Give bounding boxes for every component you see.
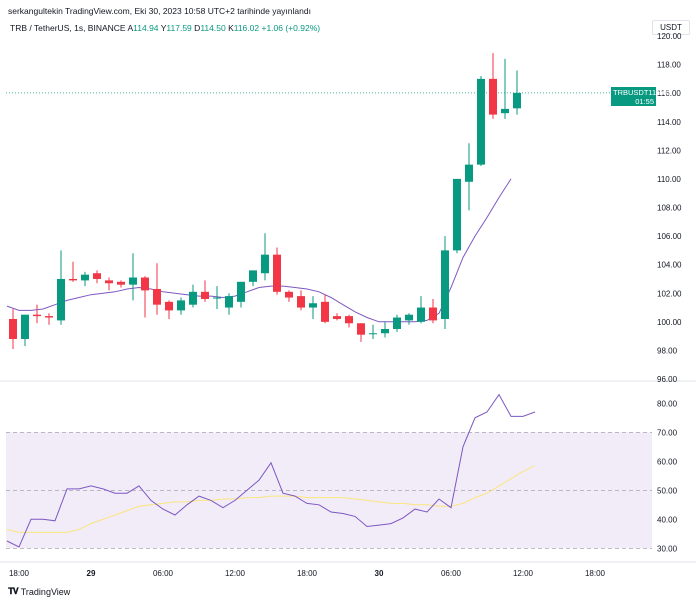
candle-body [237, 281, 245, 302]
price-axis-tick: 98.00 [657, 346, 678, 355]
candle-body [45, 316, 53, 318]
price-axis-tick: 114.00 [657, 118, 681, 127]
rsi-ma-line [6, 465, 536, 533]
candle-body [165, 301, 173, 311]
close-label: K [228, 23, 234, 33]
time-axis-tick: 18:00 [9, 569, 30, 578]
candle-body [141, 277, 149, 291]
time-axis-tick: 12:00 [513, 569, 534, 578]
candle-body [297, 296, 305, 308]
price-axis-tick: 116.00 [657, 89, 681, 98]
badge-symbol: TRBUSDT [613, 88, 649, 97]
candle-body [345, 316, 353, 324]
badge-price: 116.02 [648, 88, 671, 97]
candle-body [357, 323, 365, 335]
price-axis-tick: 100.00 [657, 318, 682, 327]
candle-body [81, 274, 89, 281]
time-axis-tick: 06:00 [441, 569, 462, 578]
candle-body [465, 164, 473, 182]
moving-average-line [6, 178, 512, 323]
rsi-axis-tick: 70.00 [657, 428, 678, 437]
price-axis-tick: 104.00 [657, 261, 682, 270]
candle-body [381, 328, 389, 334]
last-price-badge: TRBUSDT 116.02 01:55 [611, 87, 671, 106]
high-label: Y [160, 23, 167, 33]
candle-body [501, 108, 509, 114]
publish-byline: serkangultekin TradingView.com, Eki 30, … [8, 6, 311, 16]
time-axis-tick: 06:00 [153, 569, 174, 578]
symbol-description: TRB / TetherUS, 1s, BINANCE [10, 23, 126, 33]
candle-body [405, 314, 413, 321]
candle-body [369, 333, 377, 335]
candle-body [309, 303, 317, 308]
time-axis-tick: 18:00 [585, 569, 606, 578]
candle-body [213, 297, 221, 299]
candle-body [9, 318, 17, 339]
candle-body [153, 288, 161, 305]
candle-body [225, 296, 233, 308]
price-axis-tick: 120.00 [657, 32, 682, 41]
tradingview-logo[interactable]: 𝐓𝐕 TradingView [8, 586, 70, 597]
low-value: 114.50 [200, 23, 226, 33]
candle-body [321, 301, 329, 322]
price-axis-tick: 110.00 [657, 175, 681, 184]
rsi-axis-tick: 80.00 [657, 399, 678, 408]
candle-body [177, 300, 185, 311]
candle-body [21, 314, 29, 339]
candle-body [249, 270, 257, 282]
candle-body [105, 280, 113, 284]
close-value: 116.02 [233, 23, 260, 33]
candle-body [129, 277, 137, 285]
currency-button[interactable]: USDT [652, 20, 690, 35]
candle-body [477, 78, 485, 165]
candle-body [453, 178, 461, 251]
candle-body [57, 278, 65, 321]
candle-body [489, 78, 497, 115]
tradingview-logo-icon: 𝐓𝐕 [8, 586, 19, 596]
time-axis-tick: 30 [375, 569, 384, 578]
symbol-legend: TRB / TetherUS, 1s, BINANCE A114.94 Y117… [10, 23, 320, 33]
candle-body [189, 291, 197, 305]
rsi-axis-tick: 40.00 [657, 515, 678, 524]
rsi-axis-tick: 50.00 [657, 486, 678, 495]
candle-body [393, 317, 401, 329]
price-axis-tick: 96.00 [657, 375, 678, 384]
price-axis-tick: 118.00 [657, 61, 681, 70]
rsi-axis-tick: 60.00 [657, 457, 678, 466]
price-axis-tick: 112.00 [657, 146, 681, 155]
time-axis-tick: 29 [87, 569, 96, 578]
change-value: +1.06 (+0.92%) [261, 23, 321, 33]
candle-body [441, 250, 449, 319]
candle-body [261, 254, 269, 274]
candle-body [333, 316, 341, 319]
price-axis-tick: 106.00 [657, 232, 682, 241]
candle-body [93, 273, 101, 279]
candle-body [429, 307, 437, 321]
candle-body [201, 291, 209, 299]
tradingview-logo-text: TradingView [20, 586, 71, 597]
rsi-line [6, 393, 536, 548]
time-axis-tick: 12:00 [225, 569, 246, 578]
rsi-axis-tick: 30.00 [657, 544, 678, 553]
candle-body [417, 307, 425, 322]
candle-body [285, 291, 293, 298]
badge-countdown: 01:55 [635, 97, 654, 106]
price-axis-tick: 108.00 [657, 204, 682, 213]
candle-body [33, 314, 41, 317]
price-axis-tick: 102.00 [657, 289, 682, 298]
candle-body [69, 278, 77, 281]
low-label: D [194, 23, 201, 33]
open-value: 114.94 [133, 23, 159, 33]
open-label: A [127, 23, 134, 33]
candle-body [117, 281, 125, 285]
candle-body [513, 92, 521, 109]
high-value: 117.59 [166, 23, 192, 33]
candle-body [273, 254, 281, 292]
time-axis-tick: 18:00 [297, 569, 318, 578]
